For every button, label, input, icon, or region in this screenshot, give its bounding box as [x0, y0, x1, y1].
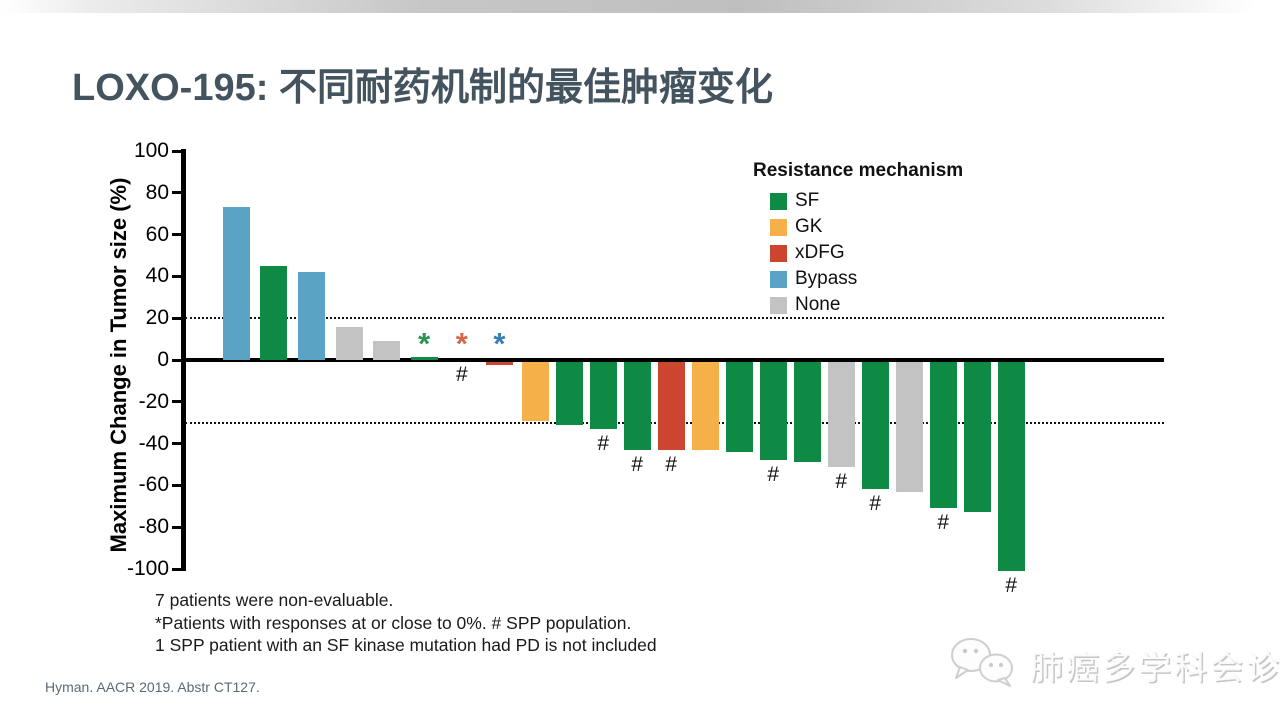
star-marker: * — [493, 326, 506, 361]
citation: Hyman. AACR 2019. Abstr CT127. — [45, 679, 260, 695]
bar-none — [895, 362, 923, 492]
legend-item-xdfg: xDFG — [770, 240, 963, 266]
bar-none — [373, 341, 401, 360]
legend-swatch — [770, 296, 787, 314]
legend-item-sf: SF — [770, 188, 963, 214]
legend-item-gk: GK — [770, 214, 963, 240]
legend-item-label: SF — [795, 190, 820, 211]
top-shadow-bar — [0, 0, 1280, 13]
legend-item-label: None — [795, 294, 841, 315]
y-tick-label: -60 — [138, 473, 169, 497]
bar-sf — [963, 362, 991, 513]
y-tick — [172, 442, 181, 446]
legend-swatch — [770, 218, 787, 236]
zero-baseline — [181, 358, 1164, 362]
legend-item-none: None — [770, 292, 963, 318]
bar-sf — [759, 362, 787, 461]
legend-item-label: xDFG — [795, 242, 845, 263]
bar-none — [335, 326, 363, 360]
hash-marker: # — [597, 431, 610, 455]
legend: Resistance mechanism SF GK xDFG Bypass None — [753, 160, 963, 318]
bar-bypass — [297, 272, 325, 360]
bar-bypass — [222, 207, 250, 360]
page-title: LOXO-195: 不同耐药机制的最佳肿瘤变化 — [72, 67, 773, 109]
hash-marker: # — [1005, 574, 1018, 597]
hash-marker: # — [455, 363, 468, 386]
footnotes: 7 patients were non-evaluable. *Patients… — [155, 589, 657, 657]
y-tick-label: -100 — [126, 557, 169, 580]
y-tick-label: -80 — [138, 515, 169, 539]
y-tick — [172, 316, 181, 320]
hash-marker: # — [937, 511, 950, 535]
hash-marker: # — [665, 452, 678, 476]
y-tick — [172, 233, 181, 237]
y-tick-label: 100 — [133, 139, 169, 162]
footnote-line: *Patients with responses at or close to … — [155, 612, 632, 633]
hash-marker: # — [835, 469, 848, 493]
y-tick — [172, 191, 181, 195]
y-tick-label: -40 — [138, 431, 169, 455]
legend-item-label: GK — [795, 216, 823, 237]
legend-item-bypass: Bypass — [770, 266, 963, 292]
bar-gk — [521, 362, 549, 421]
y-tick-label: 20 — [145, 306, 169, 330]
bar-sf — [410, 356, 438, 360]
legend-item-label: Bypass — [795, 268, 858, 289]
legend-swatch — [770, 244, 787, 262]
y-tick — [172, 358, 181, 362]
star-marker: * — [418, 326, 431, 361]
watermark: 肺癌多学科会诊 — [948, 636, 1280, 693]
y-tick — [172, 525, 181, 529]
y-tick — [172, 274, 181, 278]
bar-sf — [793, 362, 821, 463]
footnote-line: 1 SPP patient with an SF kinase mutation… — [155, 635, 657, 655]
bar-sf — [997, 362, 1025, 571]
y-tick-label: 60 — [145, 222, 169, 246]
wechat-icon — [948, 636, 1020, 693]
bar-sf — [555, 362, 583, 425]
hash-marker: # — [869, 492, 882, 516]
y-tick-label: -20 — [138, 389, 169, 413]
legend-swatch — [770, 192, 787, 210]
watermark-text: 肺癌多学科会诊 — [1030, 648, 1280, 686]
bar-sf — [260, 265, 288, 360]
hash-marker: # — [631, 452, 644, 476]
bar-sf — [861, 362, 889, 490]
bar-none — [827, 362, 855, 467]
y-tick-label: 40 — [145, 264, 169, 288]
reference-line-20 — [185, 317, 1164, 320]
bar-gk — [691, 362, 719, 450]
y-tick — [172, 567, 181, 571]
bar-xdfg — [485, 362, 513, 366]
bar-xdfg — [657, 362, 685, 450]
y-tick — [172, 400, 181, 404]
legend-swatch — [770, 270, 787, 288]
y-tick — [172, 149, 181, 153]
y-tick — [172, 483, 181, 487]
bar-sf — [929, 362, 957, 509]
footnote-line: 7 patients were non-evaluable. — [155, 590, 394, 610]
y-tick-label: 0 — [157, 348, 169, 371]
hash-marker: # — [767, 463, 780, 487]
y-tick-label: 80 — [145, 180, 169, 204]
star-marker: * — [455, 326, 468, 361]
legend-title: Resistance mechanism — [753, 160, 964, 181]
bar-sf — [589, 362, 617, 429]
bar-sf — [623, 362, 651, 450]
bar-sf — [725, 362, 753, 452]
